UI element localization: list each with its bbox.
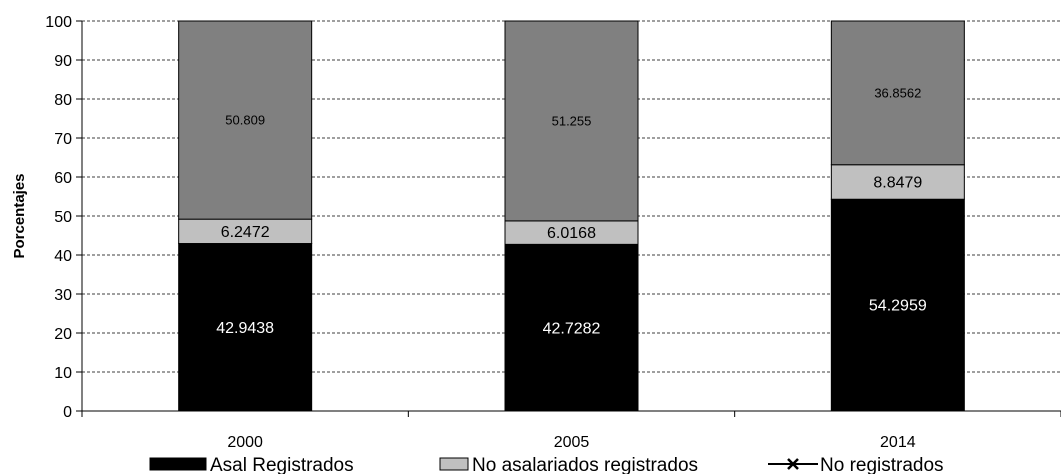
data-label: 42.7282 [543,320,601,337]
y-tick-label: 0 [63,404,72,421]
x-tick-label: 2014 [880,434,916,451]
legend-swatch [439,457,469,471]
bar-segment [830,164,965,200]
data-label: 42.9438 [216,320,274,337]
x-axis-ticks: 2000 2005 2014 [81,411,1061,451]
data-label: 8.8479 [873,175,922,192]
bars: 42.9438 6.2472 50.809 42.7282 6.0168 51.255 54… [178,20,965,412]
y-tick-label: 90 [54,53,72,70]
legend-marker-x [787,458,799,470]
legend-label: Asal Registrados [210,455,354,474]
data-label: 51.255 [552,113,592,128]
y-axis-label: Porcentajes [11,173,28,258]
y-tick-label: 40 [54,248,72,265]
x-tick-label: 2000 [227,434,263,451]
y-tick-label: 30 [54,287,72,304]
x-tick-label: 2005 [554,434,590,451]
legend-label: No asalariados registrados [472,455,698,474]
legend-swatch [149,457,207,471]
data-label: 54.2959 [869,298,927,315]
y-tick-label: 20 [54,326,72,343]
bar-segment [504,243,639,412]
y-tick-label: 60 [54,170,72,187]
y-axis-ticks: 0 10 20 30 40 50 60 70 80 90 100 [45,14,82,421]
bar-segment [504,20,639,222]
legend: Asal Registrados No asalariados registrad… [149,455,944,474]
y-tick-label: 70 [54,131,72,148]
bar-segment [178,20,313,220]
y-tick-label: 80 [54,92,72,109]
data-label: 36.8562 [874,85,921,100]
bar-segment [830,20,965,166]
y-tick-label: 50 [54,209,72,226]
y-tick-label: 100 [45,14,72,31]
data-label: 6.2472 [221,224,270,241]
bar-segment [178,243,313,412]
y-tick-label: 10 [54,365,72,382]
data-label: 50.809 [225,113,265,128]
data-label: 6.0168 [547,225,596,242]
legend-label: No registrados [820,455,944,474]
